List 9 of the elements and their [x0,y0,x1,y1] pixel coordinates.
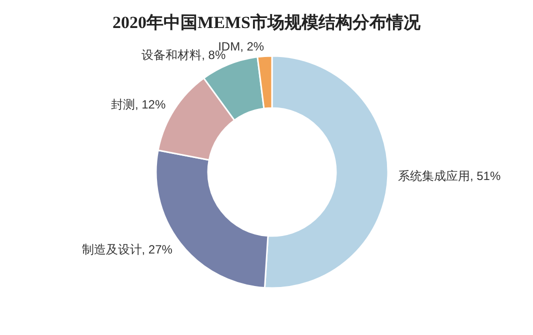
slice-label: 设备和材料 [142,48,202,62]
slice-label: 封测 [110,98,135,112]
data-label: , 27% [142,242,173,256]
slice-label: 系统集成应用 [398,169,470,184]
data-label: , 2% [240,39,264,54]
slice-label: 制造及设计 [82,242,142,256]
data-label: , 12% [134,98,166,112]
chart-title: 2020年中国MEMS市场规模结构分布情况 [112,13,422,32]
data-label: , 51% [470,169,501,184]
